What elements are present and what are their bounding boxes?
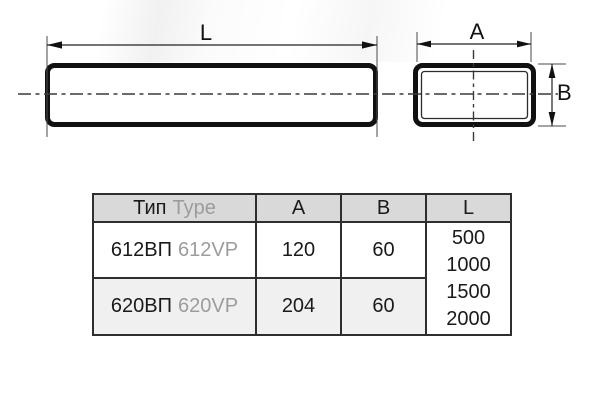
duct-cross-section-outline xyxy=(413,63,536,127)
type-en: 612VP xyxy=(178,238,239,261)
cell-type-620: 620ВП 620VP xyxy=(92,277,257,336)
header-cell-a: A xyxy=(255,193,342,223)
arrowhead-up xyxy=(548,64,556,78)
header-cell-type: Тип Type xyxy=(92,193,257,223)
table-row: 620ВП 620VP 204 60 xyxy=(92,277,511,336)
arrowhead-right xyxy=(362,41,377,49)
dimension-a: A xyxy=(416,19,532,62)
length-option: 500 xyxy=(451,226,486,249)
header-type-en: Type xyxy=(172,196,216,219)
table-header-row: Тип Type A B L xyxy=(92,193,512,223)
arrowhead-left xyxy=(47,41,62,49)
duct-technical-drawing: L A B xyxy=(18,19,572,141)
duct-side-view-outline xyxy=(45,63,378,127)
arrowhead-right xyxy=(517,40,531,48)
dimension-label-l: L xyxy=(200,20,212,45)
arrowhead-left xyxy=(417,40,431,48)
dimension-label-b: B xyxy=(557,80,572,105)
cell-b-620: 60 xyxy=(340,277,427,336)
cell-a-612: 120 xyxy=(255,221,342,279)
length-option: 1000 xyxy=(446,253,491,276)
cell-a-620: 204 xyxy=(255,277,342,336)
cell-type-612: 612ВП 612VP xyxy=(92,221,257,279)
type-ru: 620ВП xyxy=(110,295,173,317)
dimension-l: L xyxy=(46,20,378,137)
cell-b-612: 60 xyxy=(340,221,427,279)
dimension-b: B xyxy=(538,63,572,127)
header-type-ru: Тип xyxy=(133,196,167,219)
length-option: 1500 xyxy=(446,280,491,303)
duct-cross-section-inner-wall xyxy=(420,70,529,120)
spec-table: Тип Type A B L 612ВП 612VP 120 60 500 1000… xyxy=(92,193,512,336)
cell-lengths: 500 1000 1500 2000 xyxy=(425,221,512,336)
length-option: 2000 xyxy=(446,307,491,330)
header-cell-b: B xyxy=(340,193,427,223)
table-row: 612ВП 612VP 120 60 500 1000 1500 2000 xyxy=(92,221,512,336)
dimension-label-a: A xyxy=(470,19,485,44)
type-en: 620VP xyxy=(178,295,239,317)
type-ru: 612ВП xyxy=(110,238,173,261)
header-cell-l: L xyxy=(425,193,512,223)
arrowhead-down xyxy=(548,112,556,126)
